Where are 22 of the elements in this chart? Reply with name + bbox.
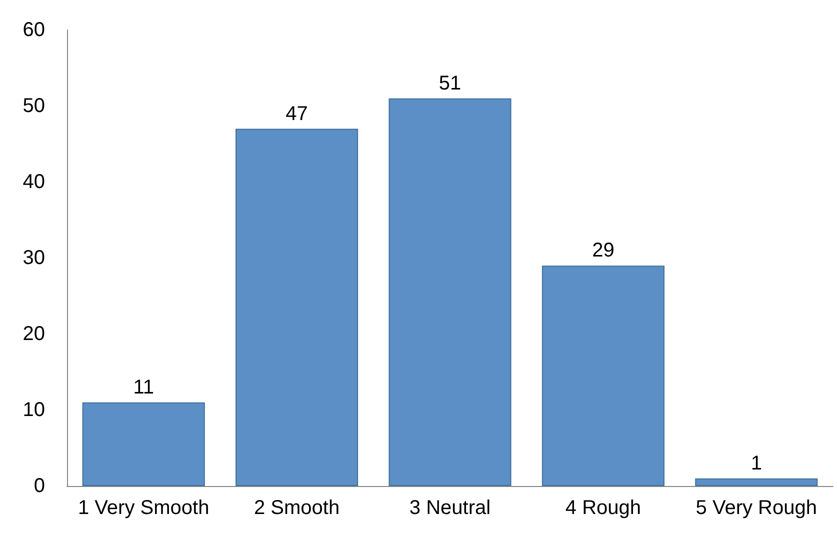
bar bbox=[695, 478, 818, 486]
data-label: 29 bbox=[592, 240, 614, 262]
data-label: 51 bbox=[438, 72, 462, 94]
bar bbox=[388, 98, 512, 486]
y-tick-label: 50 bbox=[22, 95, 45, 117]
bar bbox=[236, 128, 358, 486]
data-label: 47 bbox=[286, 102, 308, 125]
x-tick-label: 5 Very Rough bbox=[696, 497, 817, 519]
data-label: 11 bbox=[133, 376, 154, 398]
bar bbox=[542, 266, 664, 486]
x-tick-label: 4 Rough bbox=[565, 497, 642, 519]
y-tick-label: 20 bbox=[22, 323, 45, 345]
y-tick-label: 40 bbox=[22, 171, 45, 193]
x-tick-label: 1 Very Smooth bbox=[78, 497, 210, 519]
y-tick-label: 10 bbox=[22, 399, 45, 421]
data-label: 1 bbox=[750, 452, 762, 474]
x-tick-label: 3 Neutral bbox=[409, 497, 491, 519]
x-tick-label: 2 Smooth bbox=[254, 497, 340, 519]
y-tick-label: 0 bbox=[34, 475, 45, 497]
y-tick-label: 60 bbox=[22, 19, 45, 41]
y-tick-label: 30 bbox=[22, 247, 45, 269]
bar bbox=[82, 402, 205, 486]
